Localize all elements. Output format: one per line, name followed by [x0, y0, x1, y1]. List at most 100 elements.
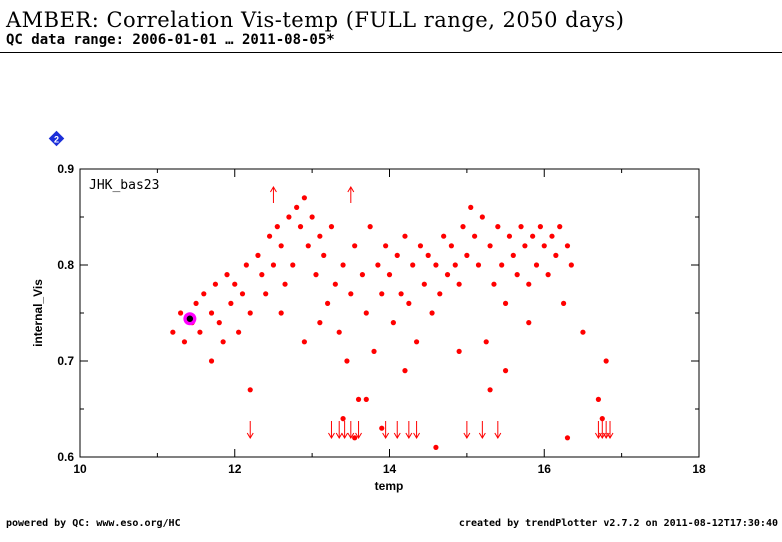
data-point	[216, 320, 222, 326]
data-point	[456, 348, 462, 354]
data-point	[437, 291, 443, 297]
header: AMBER: Correlation Vis-temp (FULL range,…	[6, 8, 776, 48]
data-point	[270, 262, 277, 268]
data-point	[541, 243, 547, 249]
data-point	[495, 224, 501, 230]
data-point	[522, 243, 528, 249]
data-point	[236, 329, 242, 335]
data-point	[286, 214, 292, 220]
clipped-down-arrow-head	[347, 432, 355, 439]
data-point	[487, 243, 493, 249]
data-point	[321, 252, 327, 258]
footer-created-by: created by trendPlotter v2.7.2 on 2011-0…	[458, 518, 778, 529]
clipped-down-arrow-head	[413, 432, 421, 439]
data-point	[537, 224, 543, 230]
x-tick-label: 10	[73, 462, 87, 476]
data-point	[394, 252, 400, 258]
data-point	[228, 300, 234, 306]
clipped-up-arrow-head	[270, 186, 277, 193]
data-point	[367, 224, 373, 230]
data-point	[560, 300, 567, 306]
data-point	[549, 233, 555, 239]
data-point	[255, 252, 261, 258]
data-point	[177, 310, 184, 316]
y-tick-label: 0.8	[57, 258, 74, 272]
clipped-down-arrow-head	[606, 432, 614, 439]
data-point	[479, 214, 485, 220]
data-point	[332, 281, 338, 287]
data-point	[336, 329, 342, 335]
x-tick-label: 16	[538, 462, 552, 476]
axis-ticks: 10 12 14 16 18 0.6 0.7 0.8 0.9	[57, 162, 706, 476]
badge-label: 2	[54, 135, 59, 145]
data-point	[553, 252, 559, 258]
data-point	[568, 262, 574, 268]
data-point	[352, 435, 358, 441]
data-point	[499, 262, 505, 268]
clipped-point-arrows	[246, 186, 614, 439]
data-point	[212, 281, 219, 287]
data-point	[510, 252, 516, 258]
data-point	[294, 204, 300, 210]
data-point	[352, 243, 358, 249]
data-point	[278, 243, 284, 249]
data-point	[297, 224, 304, 230]
clipped-up-arrow-head	[347, 186, 355, 193]
data-point	[340, 416, 346, 422]
data-point	[301, 339, 307, 345]
data-point	[340, 262, 346, 268]
header-divider	[0, 52, 782, 53]
data-point	[208, 310, 215, 316]
data-point	[313, 272, 319, 278]
data-point	[425, 252, 431, 258]
x-tick-label: 18	[692, 462, 706, 476]
data-point	[282, 281, 288, 287]
data-point	[506, 233, 513, 239]
data-point	[413, 339, 420, 345]
data-point	[266, 233, 273, 239]
data-point	[417, 243, 424, 249]
data-point	[491, 281, 497, 287]
data-points	[170, 195, 609, 450]
data-point	[487, 387, 493, 393]
footer-powered-by: powered by QC: www.eso.org/HC	[6, 518, 181, 529]
data-point	[220, 339, 226, 345]
data-point	[317, 233, 323, 239]
highlighted-point-center	[186, 315, 194, 322]
data-point	[475, 262, 482, 268]
data-point	[502, 368, 509, 374]
data-point	[526, 281, 532, 287]
data-point	[371, 348, 377, 354]
data-point	[247, 387, 253, 393]
clipped-down-arrow-head	[463, 432, 471, 439]
data-point	[328, 224, 335, 230]
data-point	[526, 320, 532, 326]
data-point	[386, 272, 393, 278]
data-point	[564, 243, 571, 249]
data-point	[201, 291, 207, 297]
y-tick-label: 0.7	[57, 354, 74, 368]
data-point	[305, 243, 311, 249]
data-point	[533, 262, 540, 268]
data-point	[344, 358, 350, 364]
data-point	[274, 224, 280, 230]
data-point	[502, 300, 509, 306]
data-point	[514, 272, 520, 278]
badge: 2	[48, 130, 65, 147]
data-point	[402, 368, 408, 374]
clipped-down-arrow-head	[328, 432, 335, 439]
data-point	[456, 281, 462, 287]
data-point	[429, 310, 435, 316]
diamond-badge-icon	[48, 130, 65, 147]
data-point	[433, 262, 439, 268]
data-point	[468, 204, 474, 210]
x-axis-title: temp	[375, 479, 404, 493]
clipped-down-arrow-head	[478, 432, 486, 439]
data-point	[410, 262, 416, 268]
data-point	[379, 425, 385, 431]
data-point	[406, 300, 412, 306]
data-point	[383, 243, 389, 249]
data-point	[239, 291, 246, 297]
data-point	[325, 300, 331, 306]
data-point	[599, 416, 605, 422]
